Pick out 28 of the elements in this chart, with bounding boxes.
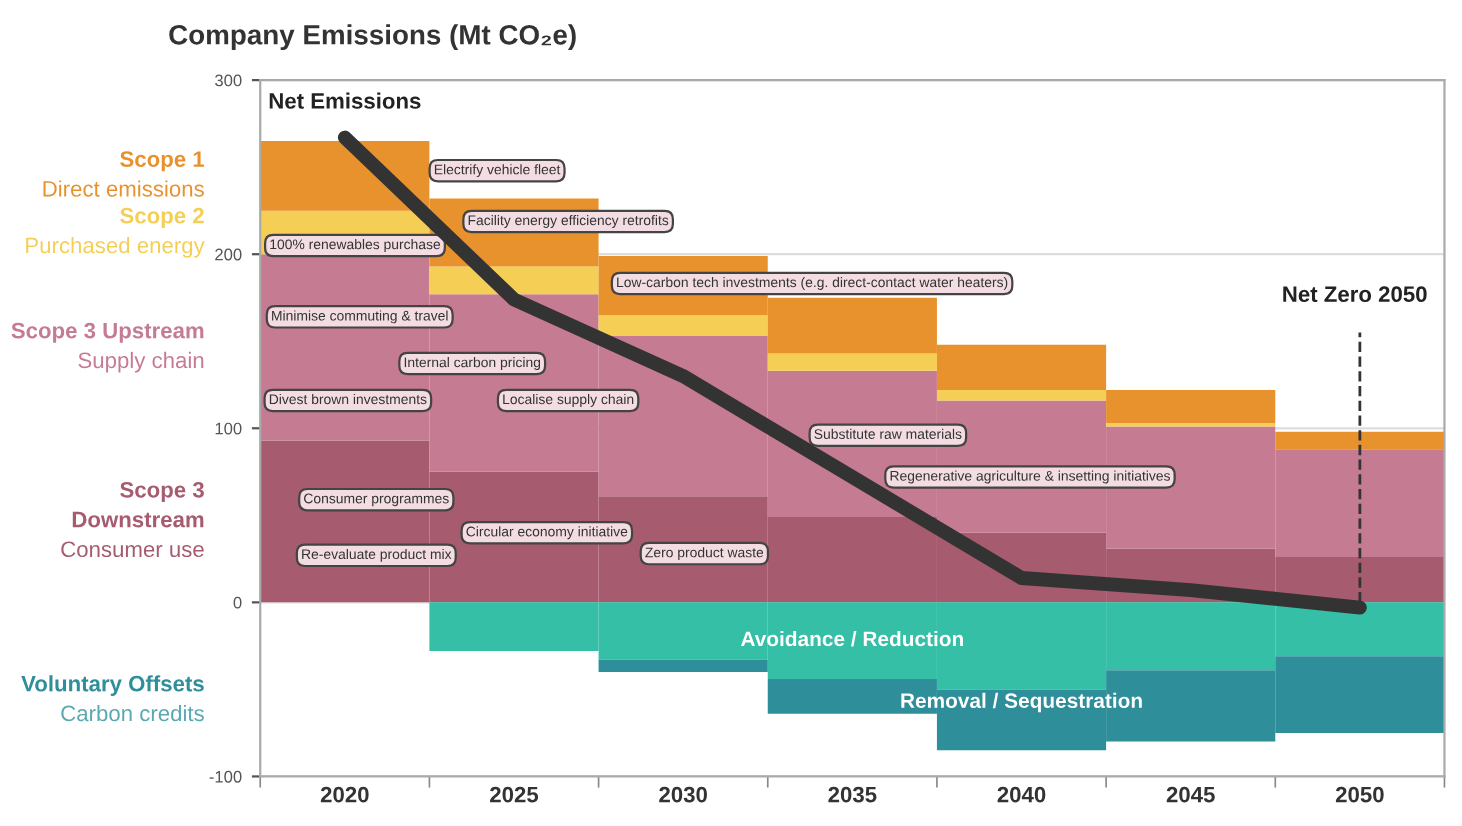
chart-title: Company Emissions (Mt CO₂e) (169, 24, 576, 51)
x-tick-label: 2030 (659, 786, 707, 803)
bar (1106, 389, 1276, 424)
x-tick-label: 2025 (490, 786, 539, 803)
series-label: Net Emissions (269, 92, 421, 109)
x-tick-label: 2020 (320, 786, 369, 803)
bar (767, 353, 937, 371)
series-label: Avoidance / Reduction (740, 630, 963, 647)
x-tick-label: 2050 (1335, 786, 1384, 803)
series-label: Removal / Sequestration (901, 692, 1142, 713)
bar (598, 659, 768, 672)
text: Scope 1 Direct emissions (43, 151, 205, 197)
text: Scope 3 Downstream Consumer use (61, 481, 204, 558)
bar (936, 389, 1107, 401)
ref-line-label: Net Zero 2050 (1283, 286, 1427, 303)
bar (1275, 431, 1445, 450)
y-tick-label: 100 (215, 422, 242, 435)
x-tick-label: 2035 (828, 786, 877, 803)
y-tick-label: 0 (233, 596, 242, 609)
text: Scope 2 Purchased energy (26, 207, 205, 258)
bar (598, 315, 768, 337)
y-tick-label: 200 (215, 248, 242, 261)
text: Scope 3 Upstream Supply chain (11, 322, 204, 373)
y-tick-label: -100 (209, 770, 242, 783)
y-tick-label: 300 (215, 74, 242, 87)
x-tick-label: 2040 (997, 786, 1046, 803)
x-tick-label: 2045 (1166, 786, 1215, 803)
text: Voluntary Offsets Carbon credits (21, 675, 204, 722)
